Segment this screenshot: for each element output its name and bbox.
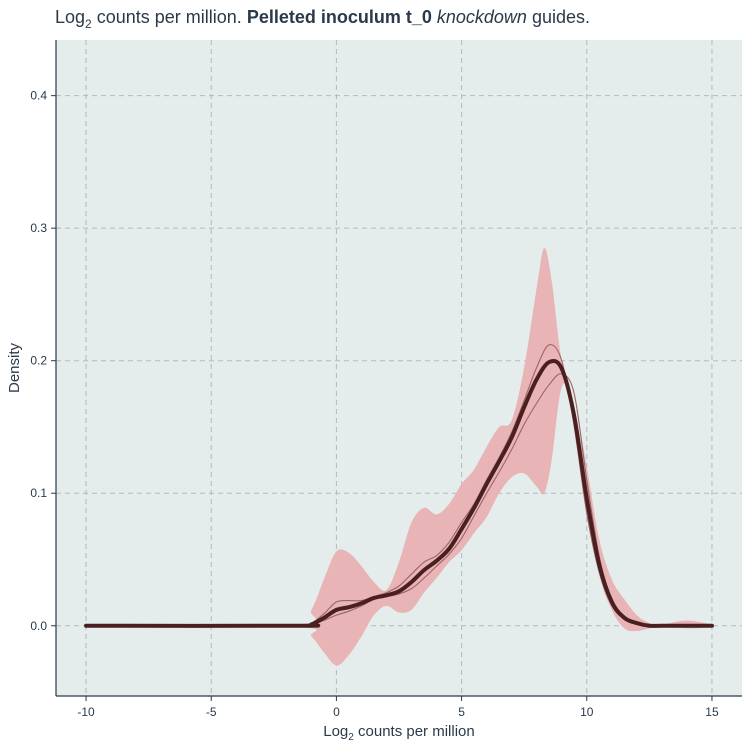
chart-title-italic: knockdown: [437, 7, 527, 27]
y-tick-label: 0.4: [30, 89, 47, 103]
chart-title-bold: Pelleted inoculum t_0: [247, 7, 432, 27]
x-tick-label: 10: [580, 705, 594, 719]
grid-layer: [56, 40, 742, 696]
chart-title-suffix: guides.: [527, 7, 590, 27]
y-tick-label: 0.1: [30, 486, 47, 500]
chart-title: Log2 counts per million. Pelleted inocul…: [55, 7, 590, 31]
x-tick-label: -10: [77, 705, 95, 719]
tick-layer: -10 -5 0 5 10 15 0.0 0.1 0.2 0.3 0.4: [30, 89, 719, 719]
y-tick-label: 0.3: [30, 221, 47, 235]
x-axis-title-suffix: counts per million: [354, 723, 475, 740]
x-axis-title-prefix: Log: [323, 723, 348, 740]
x-tick-label: 5: [458, 705, 465, 719]
x-tick-label: -5: [206, 705, 217, 719]
confidence-band: [86, 248, 712, 666]
y-tick-label: 0.0: [30, 619, 47, 633]
x-axis-title-subscript: 2: [348, 732, 354, 743]
chart-title-prefix: Log: [55, 7, 85, 27]
confidence-band-layer: [86, 248, 712, 666]
y-tick-label: 0.2: [30, 354, 47, 368]
x-tick-label: 0: [333, 705, 340, 719]
x-tick-label: 15: [705, 705, 719, 719]
mean-line-layer: [84, 358, 714, 628]
chart-title-subscript: 2: [85, 17, 92, 31]
y-axis-title: Density: [6, 342, 23, 393]
mean-density-line: [84, 358, 714, 628]
chart-title-middle: counts per million.: [92, 7, 247, 27]
x-axis-title: Log2 counts per million: [323, 723, 474, 743]
